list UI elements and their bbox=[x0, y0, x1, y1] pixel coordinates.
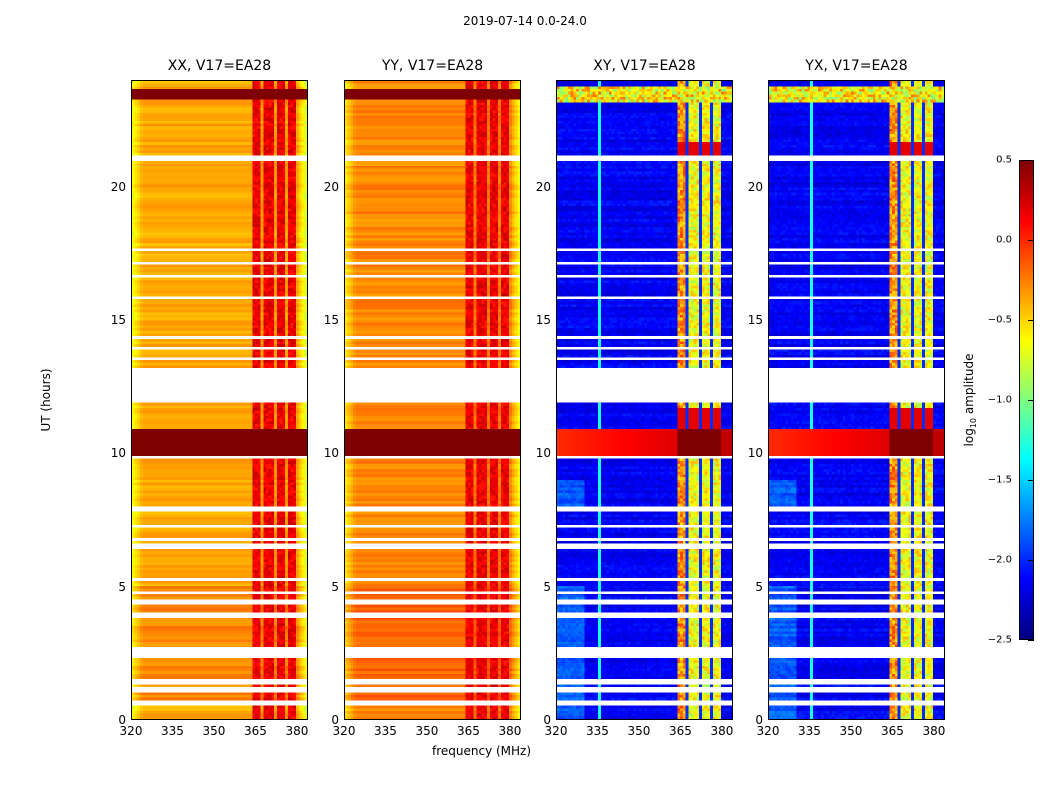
x-tick-label: 320 bbox=[332, 724, 356, 738]
x-tick-label: 380 bbox=[710, 724, 734, 738]
x-tick-label: 365 bbox=[457, 724, 480, 738]
colorbar-tick-label: −0.5 bbox=[987, 314, 1012, 326]
x-tick-label: 335 bbox=[161, 724, 184, 738]
x-tick-label: 380 bbox=[285, 724, 309, 738]
colorbar-tick-mark bbox=[1028, 640, 1034, 641]
x-tick-label: 335 bbox=[374, 724, 397, 738]
panel-title: YY, V17=EA28 bbox=[381, 58, 484, 74]
y-tick-label: 5 bbox=[331, 579, 339, 594]
y-tick-label: 0 bbox=[755, 713, 763, 727]
heatmap-image bbox=[345, 81, 520, 719]
y-tick-label: 15 bbox=[535, 313, 551, 327]
panel-title: YX, V17=EA28 bbox=[805, 58, 908, 74]
x-axis-label: frequency (MHz) bbox=[432, 744, 532, 758]
x-tick-label: 350 bbox=[839, 724, 863, 738]
colorbar-tick-label: 0.5 bbox=[996, 154, 1012, 166]
y-tick-label: 10 bbox=[110, 446, 126, 461]
colorbar-tick-mark bbox=[1028, 320, 1034, 321]
colorbar-tick-label: −2.0 bbox=[987, 554, 1012, 566]
y-tick-label: 0 bbox=[118, 713, 126, 727]
colorbar-label-sub: 10 bbox=[969, 417, 979, 429]
x-tick-label: 320 bbox=[119, 724, 143, 738]
y-tick-label: 20 bbox=[110, 179, 126, 194]
figure-suptitle: 2019-07-14 0.0-24.0 bbox=[463, 14, 587, 28]
heatmap-image bbox=[769, 81, 944, 719]
y-tick-label: 10 bbox=[535, 446, 551, 461]
y-tick-label: 20 bbox=[747, 179, 763, 194]
y-tick-label: 0 bbox=[543, 713, 551, 727]
colorbar-gradient bbox=[1020, 161, 1033, 639]
colorbar-tick-mark bbox=[1028, 400, 1034, 401]
heatmap-panel-4: YX, V17=EA28 320 335 350 365 380 0 5 10 15 20 bbox=[748, 58, 946, 738]
x-tick-label: 350 bbox=[627, 724, 651, 738]
colorbar-tick-label: −2.5 bbox=[987, 634, 1012, 646]
y-tick-label: 15 bbox=[747, 313, 763, 327]
y-axis-label: UT (hours) bbox=[39, 368, 53, 432]
heatmap-plot-area bbox=[556, 80, 733, 720]
y-tick-label: 10 bbox=[323, 446, 339, 461]
colorbar-tick-label: 0.0 bbox=[996, 234, 1012, 246]
x-tick-label: 365 bbox=[669, 724, 692, 738]
colorbar-label-rest: amplitude bbox=[961, 353, 976, 418]
colorbar-tick-label: −1.0 bbox=[987, 394, 1012, 406]
y-tick-label: 15 bbox=[110, 313, 126, 327]
y-tick-label: 10 bbox=[747, 446, 763, 461]
colorbar-tick-mark bbox=[1028, 560, 1034, 561]
x-tick-label: 380 bbox=[922, 724, 946, 738]
y-tick-label: 5 bbox=[118, 579, 126, 594]
colorbar-label-log: log bbox=[961, 428, 976, 447]
y-tick-label: 20 bbox=[323, 179, 339, 194]
y-tick-label: 0 bbox=[331, 713, 339, 727]
y-tick-label: 5 bbox=[543, 579, 551, 594]
colorbar-tick-mark bbox=[1028, 480, 1034, 481]
x-tick-label: 380 bbox=[498, 724, 522, 738]
x-tick-label: 350 bbox=[415, 724, 439, 738]
heatmap-panel-3: XY, V17=EA28 320 335 350 365 380 0 5 10 15 20 bbox=[536, 58, 734, 738]
x-tick-label: 320 bbox=[544, 724, 568, 738]
heatmap-plot-area bbox=[131, 80, 308, 720]
heatmap-plot-area bbox=[344, 80, 521, 720]
y-tick-label: 5 bbox=[755, 579, 763, 594]
panel-title: XY, V17=EA28 bbox=[593, 58, 696, 74]
heatmap-image bbox=[557, 81, 732, 719]
heatmap-panel-2: YY, V17=EA28 320 335 350 365 380 0 5 10 15 20 bbox=[324, 58, 522, 738]
colorbar-label: log10 amplitude bbox=[962, 354, 978, 447]
colorbar-tick-label: −1.5 bbox=[987, 474, 1012, 486]
x-tick-label: 335 bbox=[586, 724, 609, 738]
y-tick-label: 20 bbox=[535, 179, 551, 194]
panel-title: XX, V17=EA28 bbox=[167, 58, 272, 74]
x-tick-label: 320 bbox=[756, 724, 780, 738]
colorbar-tick-mark bbox=[1028, 240, 1034, 241]
colorbar-tick-mark bbox=[1028, 160, 1034, 161]
heatmap-panel-1: XX, V17=EA28 320 335 350 365 380 0 5 10 15 20 bbox=[111, 58, 309, 738]
x-tick-label: 335 bbox=[798, 724, 821, 738]
x-tick-label: 365 bbox=[244, 724, 267, 738]
heatmap-plot-area bbox=[768, 80, 945, 720]
heatmap-image bbox=[132, 81, 307, 719]
x-tick-label: 350 bbox=[202, 724, 226, 738]
y-tick-label: 15 bbox=[323, 313, 339, 327]
x-tick-label: 365 bbox=[881, 724, 904, 738]
